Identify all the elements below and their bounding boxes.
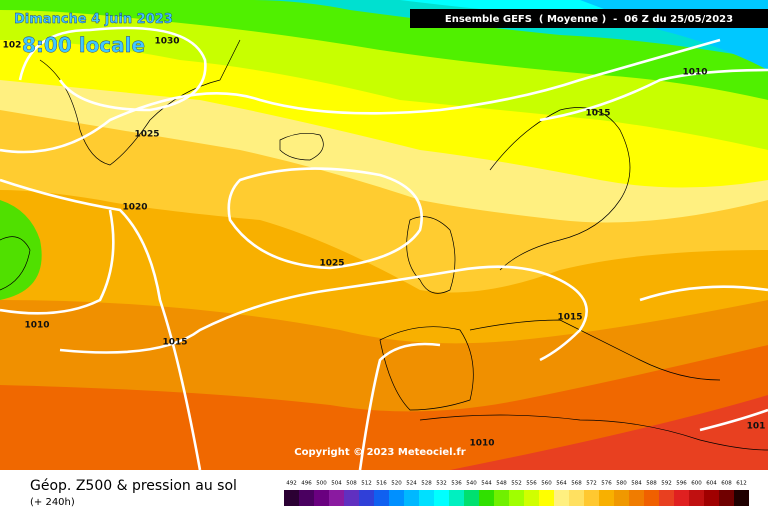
isobar-label: 1010 xyxy=(24,321,49,331)
scale-cell xyxy=(434,490,449,506)
map-time: 8:00 locale xyxy=(22,33,145,57)
scale-cell xyxy=(704,490,719,506)
scale-label: 608 xyxy=(721,481,732,487)
scale-cell xyxy=(479,490,494,506)
scale-label: 496 xyxy=(301,481,312,487)
isobar-label: 1010 xyxy=(469,439,494,449)
isobar-label: 1015 xyxy=(557,313,582,323)
scale-label: 540 xyxy=(466,481,477,487)
isobar-labels: 102 1030 1025 1020 1025 1010 1015 1010 1… xyxy=(3,37,766,449)
scale-label: 584 xyxy=(631,481,642,487)
scale-cell xyxy=(464,490,479,506)
scale-label: 592 xyxy=(661,481,672,487)
scale-label: 556 xyxy=(526,481,537,487)
scale-label: 580 xyxy=(616,481,627,487)
scale-cell xyxy=(674,490,689,506)
scale-cell xyxy=(329,490,344,506)
scale-cell xyxy=(569,490,584,506)
scale-label: 504 xyxy=(331,481,342,487)
map-background xyxy=(0,0,768,470)
scale-label: 520 xyxy=(391,481,402,487)
scale-cell xyxy=(524,490,539,506)
scale-cell xyxy=(659,490,674,506)
isobar-label: 1015 xyxy=(585,109,610,119)
scale-label: 560 xyxy=(541,481,552,487)
scale-label: 576 xyxy=(601,481,612,487)
scale-cell xyxy=(404,490,419,506)
scale-cell xyxy=(389,490,404,506)
coastlines xyxy=(0,39,768,451)
scale-cell xyxy=(344,490,359,506)
scale-cell xyxy=(494,490,509,506)
scale-cell xyxy=(734,490,749,506)
scale-label: 588 xyxy=(646,481,657,487)
isobar-label: 1025 xyxy=(134,130,159,140)
isobar-label: 1015 xyxy=(162,338,187,348)
copyright: Copyright © 2023 Meteociel.fr xyxy=(294,447,465,458)
scale-cell xyxy=(449,490,464,506)
scale-cell xyxy=(554,490,569,506)
scale-cell xyxy=(584,490,599,506)
color-scale: 492 496 500 504 508 512 516 520 524 528 532 536 540 5… xyxy=(284,481,749,506)
scale-cell xyxy=(539,490,554,506)
scale-cell xyxy=(599,490,614,506)
scale-label: 508 xyxy=(346,481,357,487)
scale-label: 500 xyxy=(316,481,327,487)
scale-label: 492 xyxy=(286,481,297,487)
scale-label: 532 xyxy=(436,481,447,487)
scale-label: 600 xyxy=(691,481,702,487)
footer-lead: (+ 240h) xyxy=(30,497,75,508)
scale-cell xyxy=(419,490,434,506)
isobar-label: 102 xyxy=(3,41,22,51)
isobar-label: 1030 xyxy=(154,37,179,47)
scale-cell xyxy=(719,490,734,506)
scale-label: 548 xyxy=(496,481,507,487)
scale-cell xyxy=(644,490,659,506)
isobar-label: 1020 xyxy=(122,203,147,213)
model-banner xyxy=(410,9,768,28)
scale-label: 568 xyxy=(571,481,582,487)
scale-cell xyxy=(284,490,299,506)
isobars xyxy=(0,26,768,471)
scale-cell xyxy=(689,490,704,506)
scale-cell xyxy=(509,490,524,506)
scale-label: 536 xyxy=(451,481,462,487)
model-text: Ensemble GEFS ( Moyenne ) - 06 Z du 25/0… xyxy=(445,14,733,25)
scale-label: 572 xyxy=(586,481,597,487)
scale-cell xyxy=(629,490,644,506)
scale-label: 596 xyxy=(676,481,687,487)
scale-cell xyxy=(614,490,629,506)
isobar-label: 101 xyxy=(747,422,766,432)
isobar-label: 1025 xyxy=(319,259,344,269)
scale-label: 512 xyxy=(361,481,372,487)
scale-label: 604 xyxy=(706,481,717,487)
scale-label: 528 xyxy=(421,481,432,487)
map-date: Dimanche 4 juin 2023 xyxy=(14,12,173,27)
scale-cell xyxy=(314,490,329,506)
scale-cell xyxy=(359,490,374,506)
scale-cell xyxy=(299,490,314,506)
scale-label: 552 xyxy=(511,481,522,487)
scale-label: 544 xyxy=(481,481,492,487)
isobar-label: 1010 xyxy=(682,68,707,78)
footer-title: Géop. Z500 & pression au sol xyxy=(30,478,237,494)
scale-label: 516 xyxy=(376,481,387,487)
scale-label: 612 xyxy=(736,481,747,487)
scale-cell xyxy=(374,490,389,506)
scale-label: 524 xyxy=(406,481,417,487)
scale-label: 564 xyxy=(556,481,567,487)
